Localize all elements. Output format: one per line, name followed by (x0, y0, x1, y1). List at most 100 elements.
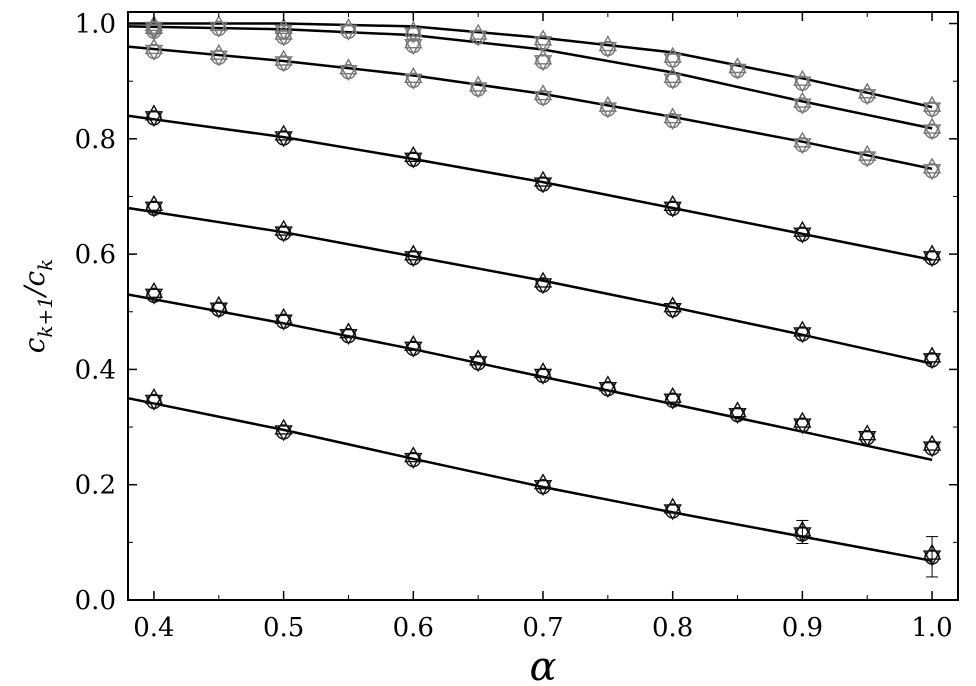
triangle-up-marker (533, 29, 553, 46)
triangle-up-marker (598, 35, 618, 52)
triangle-down-marker (598, 382, 618, 399)
triangle-up-marker (404, 334, 423, 352)
svg-text:ck+1/ck: ck+1/ck (18, 259, 57, 354)
triangle-down-marker (339, 24, 358, 41)
triangle-up-marker (274, 219, 293, 236)
triangle-down-marker (793, 138, 812, 155)
triangle-down-marker (274, 56, 293, 73)
triangle-up-marker (793, 91, 812, 108)
triangle-up-marker (533, 84, 553, 101)
triangle-up-marker (663, 66, 682, 83)
triangle-down-marker (209, 302, 228, 319)
triangle-down-marker (793, 76, 812, 93)
triangle-down-marker (922, 102, 942, 119)
data-point (922, 157, 942, 181)
triangle-up-marker (663, 497, 682, 514)
data-point (404, 32, 423, 56)
x-tick-label: 1.0 (911, 613, 952, 643)
triangle-down-marker (468, 82, 488, 99)
triangle-down-marker (533, 480, 553, 497)
data-point (339, 58, 358, 82)
data-point (922, 434, 942, 458)
triangle-up-marker (468, 349, 488, 366)
triangle-up-marker (793, 220, 812, 237)
triangle-down-marker (663, 303, 682, 320)
y-label-sub-k1: k+1 (33, 296, 57, 338)
triangle-up-marker (339, 322, 358, 339)
fit-curves (127, 22, 933, 563)
data-point (274, 219, 293, 243)
triangle-up-marker (663, 296, 682, 313)
triangle-down-marker (858, 431, 877, 448)
x-tick-label: 0.8 (652, 613, 693, 643)
triangle-down-marker (404, 251, 423, 268)
data-point (533, 170, 553, 194)
triangle-up-marker (533, 473, 553, 490)
triangle-up-marker (339, 58, 358, 75)
triangle-up-marker (274, 124, 293, 141)
triangle-up-marker (144, 104, 164, 121)
y-label-c: c (18, 337, 51, 353)
triangle-up-marker (404, 244, 423, 261)
triangle-down-marker (144, 111, 164, 128)
triangle-down-marker (144, 44, 164, 61)
fit-curve (127, 396, 933, 563)
data-point (922, 244, 942, 268)
data-point (793, 220, 812, 244)
fit-curve (128, 22, 933, 109)
triangle-down-marker (728, 63, 747, 80)
data-point (858, 424, 877, 448)
triangle-down-marker (922, 353, 942, 370)
triangle-up-marker (404, 20, 423, 37)
x-axis-label: α (529, 644, 556, 686)
y-tick-label: 0.2 (75, 471, 116, 501)
x-tick-label: 0.5 (263, 613, 304, 643)
triangle-up-marker (922, 346, 942, 363)
triangle-up-marker (274, 23, 293, 40)
triangle-down-marker (793, 418, 812, 435)
triangle-up-marker (533, 271, 553, 288)
triangle-down-marker (404, 152, 423, 169)
data-point (533, 362, 553, 385)
fit-curve (127, 25, 933, 130)
triangle-down-marker (274, 30, 293, 47)
triangle-down-marker (533, 36, 553, 53)
triangle-up-marker (209, 295, 228, 312)
triangle-up-marker (144, 15, 164, 32)
triangle-up-marker (404, 32, 423, 49)
triangle-up-marker (144, 194, 164, 211)
data-point (468, 75, 488, 99)
triangle-down-marker (468, 356, 488, 373)
data-point (404, 244, 423, 268)
data-point (793, 131, 812, 155)
data-point (728, 57, 747, 80)
triangle-down-marker (533, 368, 553, 385)
triangle-down-marker (858, 151, 877, 168)
triangle-down-marker (144, 24, 164, 41)
data-point (468, 349, 488, 373)
triangle-down-marker (663, 393, 682, 410)
triangle-down-marker (533, 55, 553, 72)
triangle-down-marker (663, 73, 682, 90)
triangle-up-marker (144, 17, 164, 34)
fit-curve (127, 293, 933, 462)
triangle-down-marker (663, 201, 682, 218)
triangle-down-marker (598, 102, 618, 119)
fit-curve (127, 45, 933, 171)
data-point (339, 17, 358, 41)
data-point (533, 84, 553, 107)
y-label-sub-k: k (33, 259, 57, 271)
data-point (663, 194, 682, 218)
triangle-up-marker (144, 387, 164, 405)
x-tick-label: 0.4 (133, 613, 174, 643)
data-point (404, 334, 423, 358)
axis-ticks (128, 12, 958, 601)
tick-labels: 0.4 0.5 0.6 0.7 0.8 0.9 1.0 0.0 0.2 0.4 0.6 0.8 1.0 (75, 10, 953, 643)
data-point (468, 23, 488, 47)
triangle-down-marker (404, 341, 423, 358)
data-point (663, 66, 682, 90)
triangle-up-marker (663, 386, 682, 403)
triangle-up-marker (663, 46, 682, 63)
data-point (533, 271, 553, 295)
